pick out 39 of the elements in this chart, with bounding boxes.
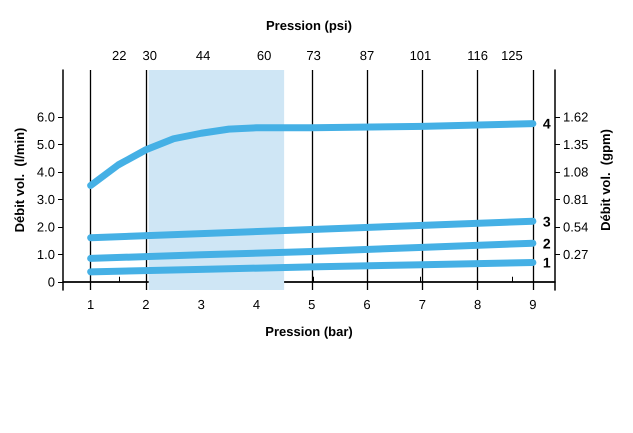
x2-tick-label: 125 [501, 48, 523, 63]
x-tick-label: 2 [142, 297, 150, 312]
y2-tick-label: 1.62 [563, 109, 588, 124]
y2-tick-label: 0.81 [563, 192, 588, 207]
y2-axis-title: Débit vol. (gpm) [598, 129, 614, 231]
x2-axis-title: Pression (psi) [266, 18, 352, 33]
x-tick-label: 3 [198, 297, 205, 312]
x-axis-title: Pression (bar) [265, 324, 353, 339]
y-tick-label: 3.0 [36, 192, 55, 207]
y2-tick-label: 0.54 [563, 219, 588, 234]
series-label: 4 [542, 116, 551, 132]
x-tick-label: 7 [418, 297, 426, 312]
x2-tick-label: 101 [410, 48, 432, 63]
x-tick-label: 1 [87, 297, 94, 312]
y-tick-label: 6.0 [36, 109, 55, 124]
y2-tick-label: 1.35 [563, 136, 588, 152]
x-tick-label: 9 [529, 297, 537, 312]
x-tick-label: 5 [308, 297, 316, 312]
y-tick-label: 0 [48, 274, 55, 290]
x2-tick-label: 22 [112, 48, 126, 63]
x-tick-label: 4 [252, 297, 260, 312]
x2-tick-label: 87 [360, 48, 374, 63]
y-tick-label: 5.0 [36, 136, 55, 152]
series-label: 1 [542, 254, 551, 270]
x2-tick-label: 44 [196, 48, 210, 63]
x2-tick-label: 116 [467, 48, 488, 63]
series-label: 3 [542, 213, 551, 230]
x-tick-label: 8 [474, 297, 482, 312]
x2-tick-label: 73 [306, 48, 321, 63]
y-axis-title: Débit vol. (l/min) [12, 128, 28, 232]
y-tick-label: 4.0 [36, 164, 55, 180]
y-tick-label: 2.0 [36, 219, 55, 234]
x2-tick-label: 60 [256, 48, 272, 63]
y-tick-label: 1.0 [36, 246, 55, 262]
x2-tick-label: 30 [142, 48, 157, 63]
x-tick-label: 6 [363, 297, 371, 312]
y2-tick-label: 0.27 [563, 246, 588, 262]
y2-tick-label: 1.08 [563, 164, 588, 180]
series-label: 2 [542, 235, 551, 252]
